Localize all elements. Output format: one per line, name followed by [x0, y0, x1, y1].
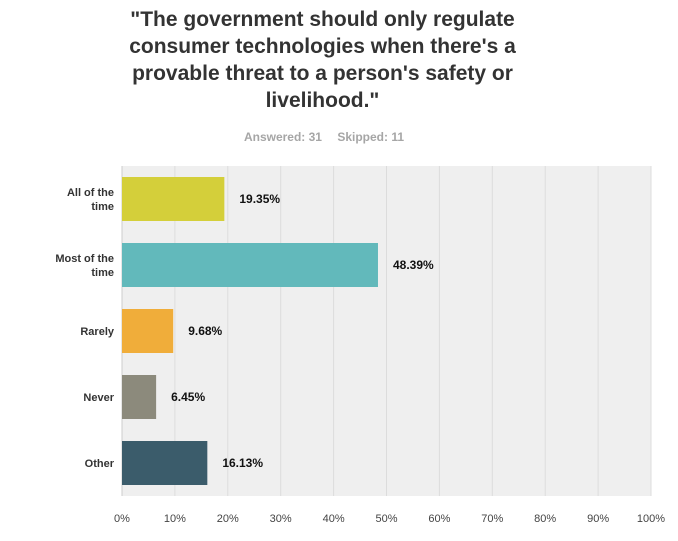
skipped-count: Skipped: 11 — [337, 130, 405, 144]
x-tick-labels: 0% 10% 20% 30% 40% 50% 60% 70% 80% 90% 100% — [114, 513, 665, 525]
data-label: 16.13% — [222, 456, 263, 470]
bar — [122, 177, 225, 221]
x-tick-label: 50% — [375, 513, 397, 525]
x-tick-label: 30% — [270, 513, 292, 525]
chart-title: "The government should only regulate con… — [129, 8, 516, 112]
x-tick-label: 10% — [164, 513, 186, 525]
bar — [122, 375, 157, 419]
data-label: 19.35% — [239, 192, 280, 206]
data-label: 6.45% — [171, 390, 205, 404]
category-label: Other — [85, 458, 115, 470]
x-tick-label: 40% — [323, 513, 345, 525]
x-tick-label: 100% — [637, 513, 665, 525]
answered-count: Answered: 31 — [243, 130, 322, 144]
bar — [122, 243, 378, 287]
category-label: All of the time — [67, 187, 114, 213]
x-tick-label: 0% — [114, 513, 130, 525]
x-tick-label: 80% — [534, 513, 556, 525]
data-label: 9.68% — [188, 324, 222, 338]
data-label: 48.39% — [393, 258, 434, 272]
bars — [122, 177, 378, 485]
category-label: Rarely — [80, 326, 115, 338]
response-summary: Answered: 31 Skipped: 11 — [0, 130, 648, 144]
x-tick-label: 70% — [481, 513, 503, 525]
category-label: Never — [83, 392, 114, 404]
x-tick-label: 60% — [428, 513, 450, 525]
category-label: Most of the time — [55, 253, 114, 279]
bar — [122, 309, 174, 353]
value-labels: 19.35% 48.39% 9.68% 6.45% 16.13% — [171, 192, 434, 470]
x-tick-label: 90% — [587, 513, 609, 525]
category-labels: All of the time Most of the time Rarely Never… — [55, 187, 115, 470]
x-tick-label: 20% — [217, 513, 239, 525]
bar — [122, 441, 208, 485]
